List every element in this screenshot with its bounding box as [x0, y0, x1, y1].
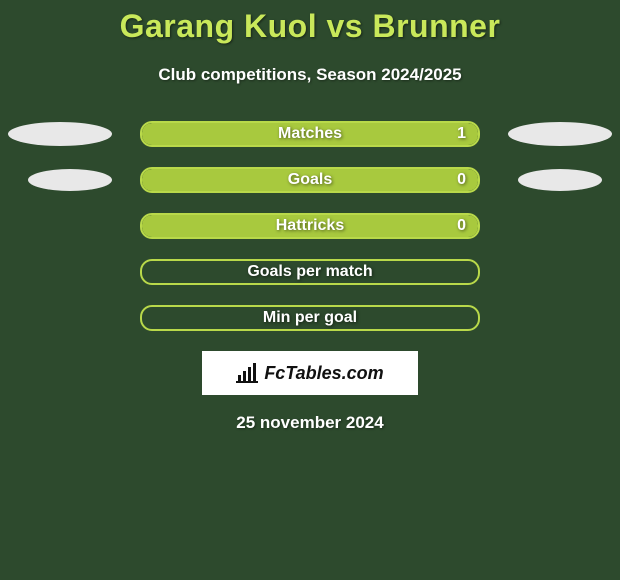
player-marker-right	[518, 169, 602, 191]
stats-list: Matches 1 Goals 0 Hattricks 0 Goals per match M…	[0, 121, 620, 331]
stat-bar: Hattricks 0	[140, 213, 480, 239]
stat-row: Goals 0	[0, 167, 620, 193]
subtitle: Club competitions, Season 2024/2025	[0, 65, 620, 85]
stat-label: Matches	[278, 125, 342, 143]
stat-bar: Matches 1	[140, 121, 480, 147]
player-marker-left	[28, 169, 112, 191]
stat-value: 0	[457, 217, 466, 235]
logo-text: FcTables.com	[264, 363, 383, 384]
date-text: 25 november 2024	[0, 413, 620, 433]
stat-label: Hattricks	[276, 217, 344, 235]
stat-row: Hattricks 0	[0, 213, 620, 239]
stat-row: Min per goal	[0, 305, 620, 331]
stat-bar: Min per goal	[140, 305, 480, 331]
stat-label: Goals per match	[247, 263, 372, 281]
stat-label: Goals	[288, 171, 332, 189]
source-logo: FcTables.com	[202, 351, 418, 395]
comparison-widget: Garang Kuol vs Brunner Club competitions…	[0, 0, 620, 433]
stat-row: Matches 1	[0, 121, 620, 147]
stat-row: Goals per match	[0, 259, 620, 285]
stat-label: Min per goal	[263, 309, 357, 327]
stat-value: 0	[457, 171, 466, 189]
chart-icon	[236, 363, 258, 383]
stat-value: 1	[457, 125, 466, 143]
stat-bar: Goals 0	[140, 167, 480, 193]
page-title: Garang Kuol vs Brunner	[0, 8, 620, 45]
stat-bar: Goals per match	[140, 259, 480, 285]
player-marker-left	[8, 122, 112, 146]
player-marker-right	[508, 122, 612, 146]
